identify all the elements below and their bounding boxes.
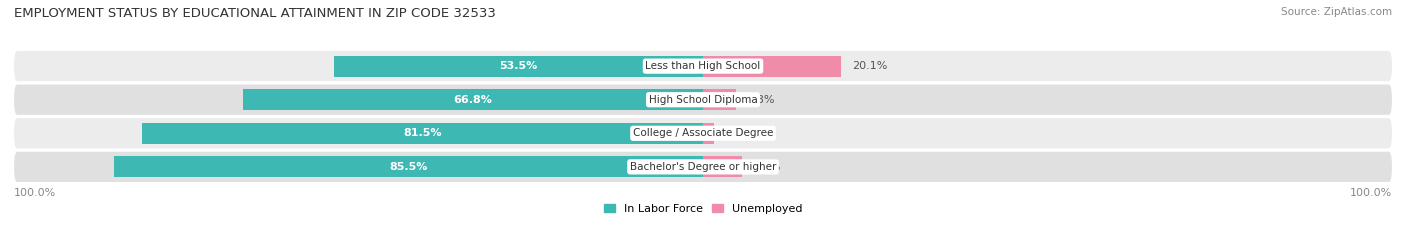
- Bar: [703, 157, 742, 177]
- Bar: [243, 89, 703, 110]
- Text: Source: ZipAtlas.com: Source: ZipAtlas.com: [1281, 7, 1392, 17]
- FancyBboxPatch shape: [14, 51, 1392, 81]
- Bar: [703, 123, 714, 144]
- Text: 100.0%: 100.0%: [14, 188, 56, 198]
- FancyBboxPatch shape: [14, 118, 1392, 148]
- Text: Less than High School: Less than High School: [645, 61, 761, 71]
- FancyBboxPatch shape: [14, 152, 1392, 182]
- Text: 4.8%: 4.8%: [747, 95, 775, 105]
- Text: 5.7%: 5.7%: [752, 162, 780, 172]
- Text: High School Diploma: High School Diploma: [648, 95, 758, 105]
- Text: 66.8%: 66.8%: [454, 95, 492, 105]
- Text: College / Associate Degree: College / Associate Degree: [633, 128, 773, 138]
- Text: 20.1%: 20.1%: [852, 61, 887, 71]
- Text: 53.5%: 53.5%: [499, 61, 538, 71]
- Text: 100.0%: 100.0%: [1350, 188, 1392, 198]
- Bar: [114, 157, 703, 177]
- Bar: [703, 89, 737, 110]
- Text: 85.5%: 85.5%: [389, 162, 427, 172]
- Bar: [335, 56, 703, 76]
- Bar: [142, 123, 703, 144]
- Bar: [703, 56, 841, 76]
- Text: 1.6%: 1.6%: [724, 128, 752, 138]
- FancyBboxPatch shape: [14, 85, 1392, 115]
- Text: EMPLOYMENT STATUS BY EDUCATIONAL ATTAINMENT IN ZIP CODE 32533: EMPLOYMENT STATUS BY EDUCATIONAL ATTAINM…: [14, 7, 496, 20]
- Text: Bachelor's Degree or higher: Bachelor's Degree or higher: [630, 162, 776, 172]
- Legend: In Labor Force, Unemployed: In Labor Force, Unemployed: [599, 199, 807, 218]
- Text: 81.5%: 81.5%: [404, 128, 441, 138]
